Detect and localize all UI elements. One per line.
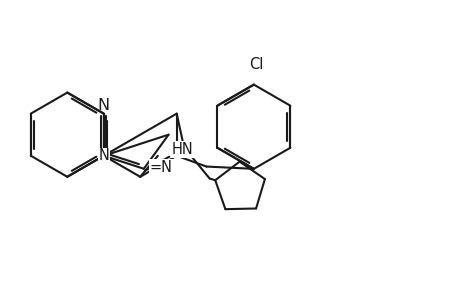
Text: N: N (97, 98, 110, 113)
Text: HN: HN (172, 142, 193, 157)
Text: Cl: Cl (248, 57, 263, 72)
Text: N: N (98, 148, 109, 163)
Text: =N: =N (150, 160, 173, 175)
